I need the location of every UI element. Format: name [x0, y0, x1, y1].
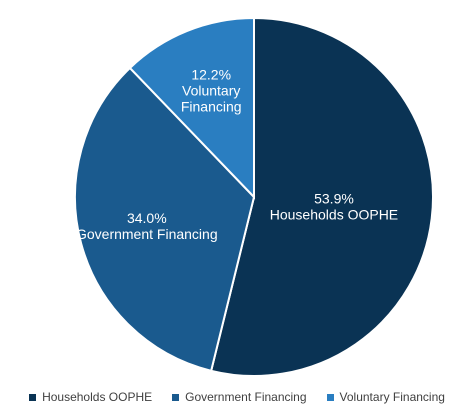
legend-item-voluntary-financing: Voluntary Financing: [326, 390, 445, 404]
pie-slice-label-government-financing: 34.0% Government Financing: [76, 210, 218, 242]
legend-label-voluntary-financing: Voluntary Financing: [339, 390, 445, 404]
legend-label-government-financing: Government Financing: [185, 390, 307, 404]
pie-slice-label-households-oophe: 53.9% Households OOPHE: [270, 191, 398, 223]
chart-legend: Households OOPHE Government Financing Vo…: [0, 387, 474, 407]
pie-slice-label-voluntary-financing: 12.2% Voluntary Financing: [181, 67, 242, 115]
pie-slice-government-financing: [74, 66, 256, 373]
legend-swatch-government-financing: [172, 393, 180, 401]
legend-swatch-voluntary-financing: [326, 393, 334, 401]
legend-label-households-oophe: Households OOPHE: [42, 390, 153, 404]
legend-item-government-financing: Government Financing: [172, 390, 307, 404]
legend-item-households-oophe: Households OOPHE: [29, 390, 152, 404]
pie-slice-households-oophe: [209, 16, 434, 377]
legend-swatch-households-oophe: [29, 393, 37, 401]
pie-slice-voluntary-financing: [128, 16, 255, 200]
